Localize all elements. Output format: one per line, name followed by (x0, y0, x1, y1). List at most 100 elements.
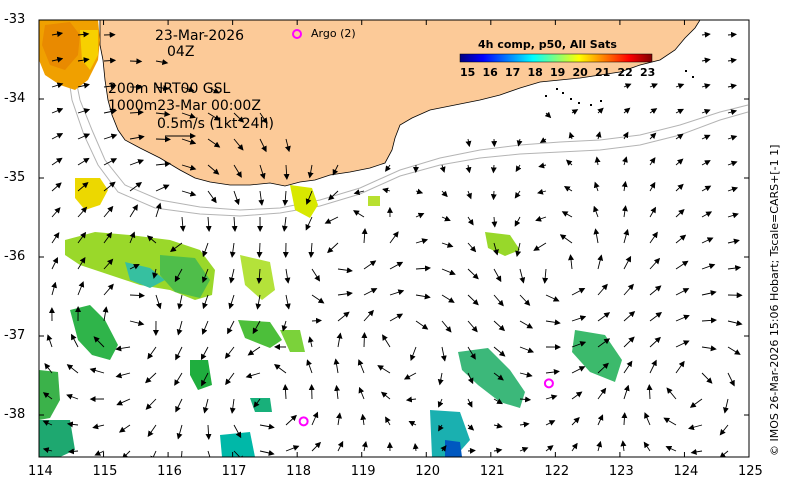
current-vector (727, 238, 740, 245)
current-vector (493, 372, 504, 381)
current-vector (467, 372, 474, 385)
current-vector (467, 447, 476, 454)
current-vector (181, 190, 197, 197)
current-vector (597, 338, 611, 348)
current-vector (542, 268, 549, 284)
current-vector (465, 164, 472, 174)
current-vector (103, 258, 114, 270)
current-vector (145, 372, 157, 384)
current-vector (229, 398, 236, 414)
current-vector (116, 398, 131, 406)
current-vector (701, 345, 717, 352)
current-vector (594, 156, 601, 166)
current-vector (129, 58, 143, 65)
current-vector (622, 131, 629, 140)
current-vector (361, 332, 368, 348)
current-vector (233, 190, 240, 206)
current-vector (491, 216, 498, 228)
current-vector (333, 358, 340, 374)
lon-tick-label: 124 (673, 464, 699, 479)
current-vector (649, 132, 657, 140)
current-vector (568, 254, 575, 270)
lat-tick-label: -34 (4, 91, 26, 106)
current-vector (179, 216, 186, 232)
credit-text: © IMOS 26-Mar-2026 15:06 Hobart; Tscale=… (768, 144, 781, 456)
time-label: 04Z (167, 44, 195, 60)
current-vector (176, 320, 183, 336)
depth-line-1000: 1000m23-Mar 00:00Z (108, 98, 261, 114)
current-vector (256, 242, 263, 258)
current-vector (332, 164, 339, 176)
current-vector (649, 108, 658, 114)
current-vector (675, 314, 690, 322)
current-vector (175, 398, 183, 413)
current-vector (51, 133, 64, 140)
current-vector (306, 359, 313, 374)
current-vector (253, 398, 261, 408)
current-vector (620, 440, 627, 452)
current-vector (649, 206, 657, 218)
current-vector (103, 231, 113, 244)
current-vector (155, 59, 169, 66)
argo-floats (298, 378, 554, 427)
current-vector (94, 450, 105, 456)
current-vector (675, 288, 690, 296)
colorbar-tick-label: 20 (572, 66, 588, 79)
current-vector (545, 394, 558, 401)
current-vector (545, 319, 561, 326)
current-vector (649, 312, 663, 322)
current-vector (701, 185, 712, 192)
current-vector (403, 372, 417, 380)
current-vector (103, 205, 114, 218)
current-vector (129, 182, 142, 192)
current-vector (181, 138, 197, 145)
current-vector (233, 450, 245, 457)
current-vector (252, 320, 261, 335)
current-vector (181, 164, 197, 171)
current-vector (201, 268, 209, 284)
current-vector (281, 216, 288, 232)
current-vector (176, 424, 183, 440)
current-vector (701, 211, 713, 218)
current-vector (231, 216, 238, 232)
current-vector (233, 138, 244, 151)
islands (545, 70, 694, 106)
current-vector (155, 110, 171, 117)
scale-label: 0.5m/s (1kt 24h) (157, 116, 274, 132)
current-vector (437, 372, 444, 386)
current-vector (385, 416, 391, 426)
current-vector (467, 320, 478, 333)
current-vector (385, 164, 391, 172)
lon-tick-label: 119 (350, 464, 376, 479)
current-vector (258, 190, 265, 206)
current-vector (51, 182, 62, 192)
current-vector (103, 181, 116, 192)
current-vector (571, 109, 579, 115)
current-vector (51, 157, 63, 166)
current-vector (675, 234, 687, 244)
current-vector (77, 157, 90, 166)
current-vector (305, 190, 313, 205)
current-vector (77, 108, 91, 114)
current-vector (688, 424, 703, 431)
current-vector (255, 294, 262, 310)
current-vector (115, 372, 131, 379)
current-vector (621, 412, 628, 426)
current-vector (571, 416, 580, 426)
colorbar-tick-label: 18 (527, 66, 543, 79)
current-vector (283, 164, 290, 180)
current-vector (649, 157, 656, 166)
current-vector (719, 424, 729, 436)
current-vectors (42, 31, 743, 457)
current-vector (701, 31, 711, 38)
current-vector (493, 422, 503, 429)
current-vector (337, 311, 350, 322)
current-vector (281, 320, 288, 332)
current-vector (441, 294, 455, 303)
current-vector (467, 268, 479, 280)
current-vector (357, 359, 365, 374)
current-vector (129, 231, 136, 244)
lat-tick-label: -35 (4, 170, 26, 185)
current-vector (675, 133, 684, 140)
